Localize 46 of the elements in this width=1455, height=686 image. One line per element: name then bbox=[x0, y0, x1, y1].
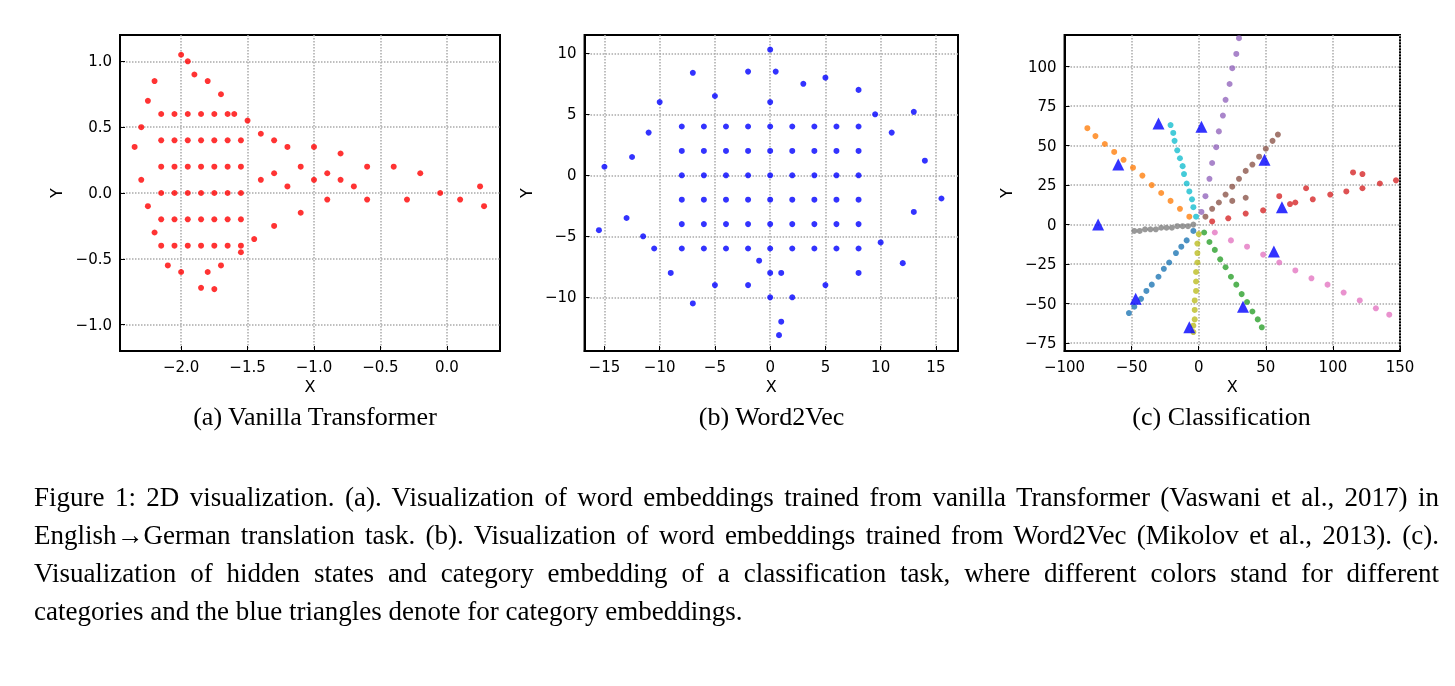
x-tick-label: −5 bbox=[703, 357, 726, 376]
x-tick-label: 0 bbox=[765, 357, 775, 376]
y-tick-label: −1.0 bbox=[75, 315, 112, 334]
y-axis-title: Y bbox=[47, 187, 67, 199]
y-axis-title: Y bbox=[516, 187, 536, 199]
x-tick-label: −50 bbox=[1115, 357, 1148, 376]
y-tick-label: 0.0 bbox=[88, 184, 112, 202]
text: (b) Word2Vec bbox=[698, 401, 845, 431]
caption: Figure 1: 2D visualization. (a). Visualization of word embeddings trained from vanilla Transformer (Vaswani et al., 2017) in English→German translation task. (b). Visualization of word embeddings trained from Word2Vec (Mikolov et al., 2013). (c). Visualization of hidden states and category embedding of a classification task, where different colors stand for different categories and the blue triangles denote for category embeddings. bbox=[34, 481, 1439, 628]
x-tick-label: 15 bbox=[926, 357, 946, 376]
y-axis-title: Y bbox=[996, 187, 1016, 199]
y-tick-label: 5 bbox=[567, 105, 577, 124]
x-tick-label: −0.5 bbox=[362, 357, 399, 376]
y-tick-label: 0 bbox=[567, 166, 577, 185]
y-tick-label: 0 bbox=[1047, 215, 1057, 234]
y-tick-label: 50 bbox=[1037, 136, 1057, 155]
x-axis-title: X bbox=[1226, 377, 1238, 397]
y-tick-label: 1.0 bbox=[88, 52, 112, 71]
y-tick-label: 100 bbox=[1027, 57, 1057, 76]
x-tick-label: −1.0 bbox=[295, 357, 333, 376]
x-axis-title: X bbox=[765, 377, 777, 397]
y-tick-label: 25 bbox=[1037, 176, 1057, 195]
x-tick-label: 5 bbox=[820, 357, 831, 376]
y-tick-label: 0.5 bbox=[88, 118, 112, 137]
text: (c) Classification bbox=[1132, 401, 1311, 431]
x-tick-label: −10 bbox=[643, 357, 676, 376]
x-tick-label: 50 bbox=[1256, 357, 1276, 376]
y-tick-label: −10 bbox=[544, 288, 577, 307]
x-tick-label: −1.5 bbox=[229, 357, 266, 376]
x-tick-label: −100 bbox=[1043, 357, 1086, 376]
x-tick-label: 0.0 bbox=[434, 357, 459, 376]
text: (a) Vanilla Transformer bbox=[193, 401, 438, 431]
x-tick-label: 150 bbox=[1385, 357, 1415, 376]
x-tick-label: 0 bbox=[1193, 357, 1204, 376]
y-tick-label: −50 bbox=[1024, 294, 1057, 313]
y-tick-label: 75 bbox=[1037, 97, 1057, 116]
y-tick-label: 10 bbox=[557, 44, 577, 63]
x-tick-label: −2.0 bbox=[162, 357, 200, 376]
x-axis-title: X bbox=[304, 377, 316, 397]
y-tick-label: −0.5 bbox=[75, 249, 112, 268]
y-tick-label: −75 bbox=[1024, 334, 1057, 353]
x-tick-label: −15 bbox=[588, 357, 621, 376]
x-tick-label: 100 bbox=[1318, 357, 1348, 376]
x-tick-label: 10 bbox=[871, 357, 891, 376]
y-tick-label: −5 bbox=[554, 227, 577, 246]
y-tick-label: −25 bbox=[1024, 255, 1057, 274]
